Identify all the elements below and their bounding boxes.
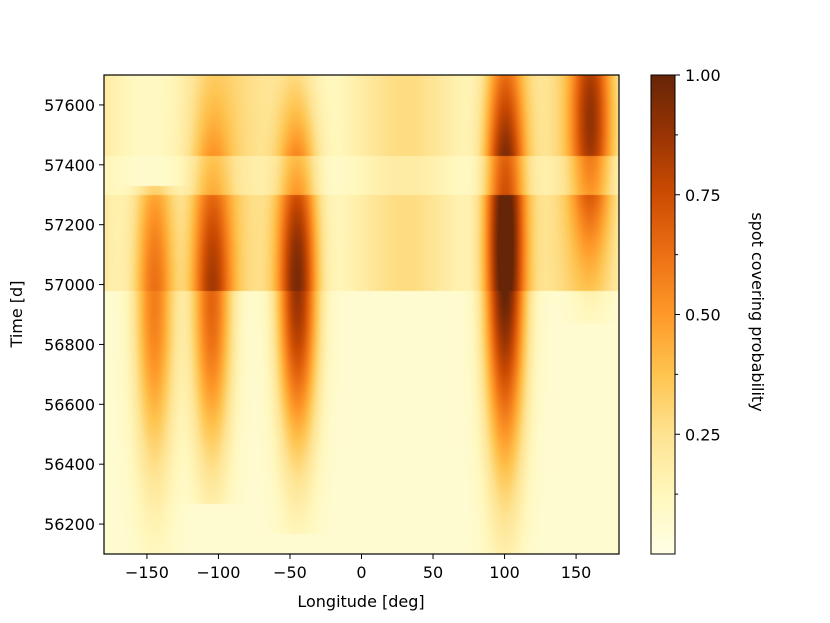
y-axis-label: Time [d]	[7, 281, 26, 349]
y-tick-label: 56200	[44, 515, 95, 534]
colorbar-ticks: 0.25 0.50 0.75 1.00	[675, 66, 721, 495]
x-tick-label: 100	[489, 563, 520, 582]
y-tick-label: 56600	[44, 395, 95, 414]
y-axis: 56200 56400 56600 56800 57000 57200 57400 57600	[44, 96, 104, 534]
colorbar-tick-label: 0.25	[685, 425, 721, 444]
x-axis-label: Longitude [deg]	[297, 592, 424, 611]
colorbar: 0.25 0.50 0.75 1.00 spot covering probabili…	[650, 66, 767, 555]
y-tick-label: 57200	[44, 216, 95, 235]
x-axis: −150 −100 −50 0 50 100 150	[125, 554, 591, 582]
x-tick-label: −100	[196, 563, 240, 582]
colorbar-tick-label: 1.00	[685, 66, 721, 85]
y-tick-label: 57400	[44, 156, 95, 175]
x-tick-label: −150	[125, 563, 169, 582]
y-tick-label: 56400	[44, 455, 95, 474]
heatmap-image	[104, 75, 619, 554]
colorbar-gradient	[650, 74, 676, 555]
y-tick-label: 57000	[44, 276, 95, 295]
colorbar-label: spot covering probability	[748, 212, 767, 411]
x-tick-label: 150	[561, 563, 592, 582]
x-tick-label: −50	[273, 563, 307, 582]
colorbar-tick-label: 0.50	[685, 306, 721, 325]
y-tick-label: 56800	[44, 335, 95, 354]
colorbar-tick-label: 0.75	[685, 186, 721, 205]
x-tick-label: 50	[423, 563, 443, 582]
heatmap-plot-area	[103, 74, 620, 555]
x-tick-label: 0	[356, 563, 366, 582]
y-tick-label: 57600	[44, 96, 95, 115]
